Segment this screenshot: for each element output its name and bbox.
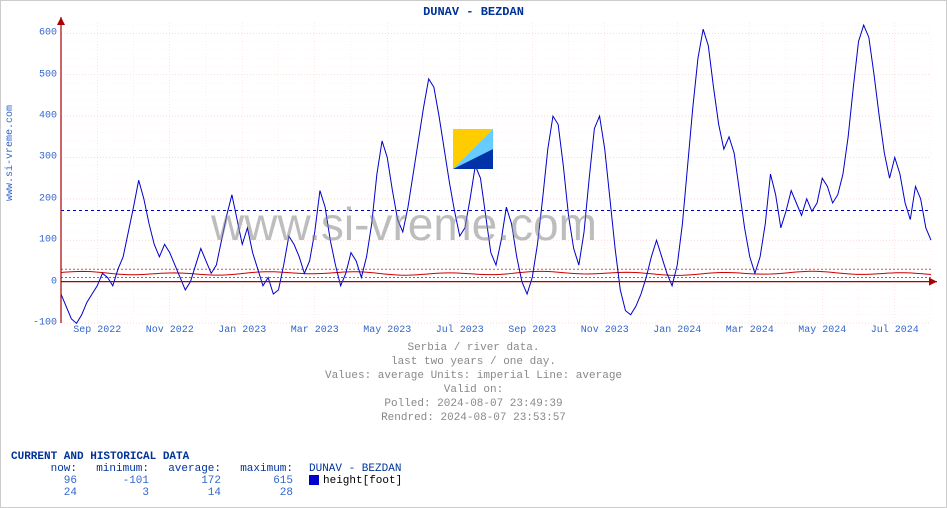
x-tick-label: Nov 2023: [581, 323, 629, 336]
table-cell: 96: [11, 475, 83, 487]
table-cell: 28: [227, 487, 299, 499]
caption-line: Polled: 2024-08-07 23:49:39: [1, 397, 946, 411]
table-header-cell: minimum:: [83, 463, 155, 475]
x-tick-label: May 2023: [363, 323, 411, 336]
table-header-row: now:minimum:average:maximum: DUNAV - BEZ…: [11, 463, 408, 475]
y-tick-label: 500: [39, 69, 61, 80]
chart-container: DUNAV - BEZDAN www.si-vreme.com www.si-v…: [0, 0, 947, 508]
table-cell: 24: [11, 487, 83, 499]
table-cell: 14: [155, 487, 227, 499]
table-legend-cell: height[foot]: [299, 475, 408, 487]
y-tick-label: 300: [39, 152, 61, 163]
x-tick-label: Jan 2024: [653, 323, 701, 336]
x-tick-label: Mar 2024: [726, 323, 774, 336]
plot-area: www.si-vreme.com -1000100200300400500600…: [61, 23, 931, 323]
x-tick-label: Jul 2024: [871, 323, 919, 336]
x-tick-label: Sep 2022: [73, 323, 121, 336]
y-tick-label: 400: [39, 111, 61, 122]
data-heading: CURRENT AND HISTORICAL DATA: [11, 451, 408, 463]
table-row: 2431428: [11, 487, 408, 499]
table-cell: 3: [83, 487, 155, 499]
y-tick-label: 200: [39, 193, 61, 204]
x-tick-label: Nov 2022: [146, 323, 194, 336]
table-header-cell: maximum:: [227, 463, 299, 475]
caption-line: Rendred: 2024-08-07 23:53:57: [1, 411, 946, 425]
x-tick-label: Sep 2023: [508, 323, 556, 336]
chart-caption: Serbia / river data.last two years / one…: [1, 341, 946, 425]
caption-line: Values: average Units: imperial Line: av…: [1, 369, 946, 383]
y-tick-label: 600: [39, 28, 61, 39]
table-header-cell: average:: [155, 463, 227, 475]
table-row: 96-101172615 height[foot]: [11, 475, 408, 487]
x-tick-label: Jul 2023: [436, 323, 484, 336]
y-tick-label: 0: [51, 276, 61, 287]
table-cell: -101: [83, 475, 155, 487]
y-axis-url: www.si-vreme.com: [5, 105, 16, 201]
y-tick-label: -100: [33, 318, 61, 329]
data-section: CURRENT AND HISTORICAL DATA now:minimum:…: [11, 451, 408, 499]
y-tick-label: 100: [39, 235, 61, 246]
data-table: now:minimum:average:maximum: DUNAV - BEZ…: [11, 463, 408, 499]
table-cell: 615: [227, 475, 299, 487]
chart-title: DUNAV - BEZDAN: [1, 5, 946, 19]
table-cell: 172: [155, 475, 227, 487]
legend-swatch-icon: [309, 475, 319, 485]
plot-svg: [61, 23, 931, 323]
x-tick-label: Mar 2023: [291, 323, 339, 336]
caption-line: last two years / one day.: [1, 355, 946, 369]
x-tick-label: May 2024: [798, 323, 846, 336]
x-tick-label: Jan 2023: [218, 323, 266, 336]
table-header-cell: now:: [11, 463, 83, 475]
table-series-label: DUNAV - BEZDAN: [299, 463, 408, 475]
caption-line: Serbia / river data.: [1, 341, 946, 355]
legend-unit-label: height[foot]: [323, 475, 402, 487]
caption-line: Valid on:: [1, 383, 946, 397]
